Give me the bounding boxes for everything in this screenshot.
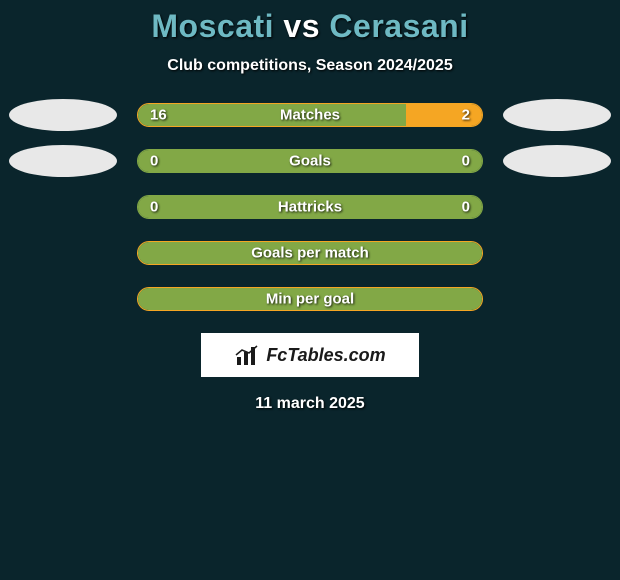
stat-bar: Matches162 xyxy=(137,103,483,127)
bubble-right xyxy=(503,283,611,315)
stat-bar: Goals per match xyxy=(137,241,483,265)
stat-bar: Hattricks00 xyxy=(137,195,483,219)
stat-segment-left xyxy=(138,288,310,310)
stat-row: Min per goal xyxy=(0,287,620,311)
stat-segment-right xyxy=(310,288,482,310)
stat-segment-left xyxy=(138,104,406,126)
stat-segment-right xyxy=(310,242,482,264)
bubble-left xyxy=(9,99,117,131)
bubble-left xyxy=(9,283,117,315)
bubble-left xyxy=(9,145,117,177)
stat-bar: Min per goal xyxy=(137,287,483,311)
subtitle: Club competitions, Season 2024/2025 xyxy=(0,57,620,75)
bubble-left xyxy=(9,191,117,223)
stat-segment-left xyxy=(138,150,310,172)
stat-segment-left xyxy=(138,242,310,264)
logo-text: FcTables.com xyxy=(266,345,385,366)
stat-row: Goals00 xyxy=(0,149,620,173)
title-vs: vs xyxy=(283,8,320,44)
comparison-card: Moscati vs Cerasani Club competitions, S… xyxy=(0,0,620,413)
stat-segment-right xyxy=(310,196,482,218)
stat-segment-left xyxy=(138,196,310,218)
bar-chart-icon xyxy=(234,345,260,365)
bubble-right xyxy=(503,237,611,269)
bubble-right xyxy=(503,191,611,223)
stat-segment-right xyxy=(406,104,482,126)
title-player-left: Moscati xyxy=(151,8,274,44)
bubble-right xyxy=(503,145,611,177)
title-player-right: Cerasani xyxy=(329,8,468,44)
stat-segment-right xyxy=(310,150,482,172)
bubble-left xyxy=(9,237,117,269)
stat-row: Goals per match xyxy=(0,241,620,265)
stat-bar: Goals00 xyxy=(137,149,483,173)
stat-row: Matches162 xyxy=(0,103,620,127)
stat-row: Hattricks00 xyxy=(0,195,620,219)
stats-block: Matches162 Goals00 Hattricks00 Goals per ma… xyxy=(0,103,620,311)
bubble-right xyxy=(503,99,611,131)
date-line: 11 march 2025 xyxy=(0,395,620,413)
page-title: Moscati vs Cerasani xyxy=(0,8,620,45)
logo-box: FcTables.com xyxy=(201,333,419,377)
